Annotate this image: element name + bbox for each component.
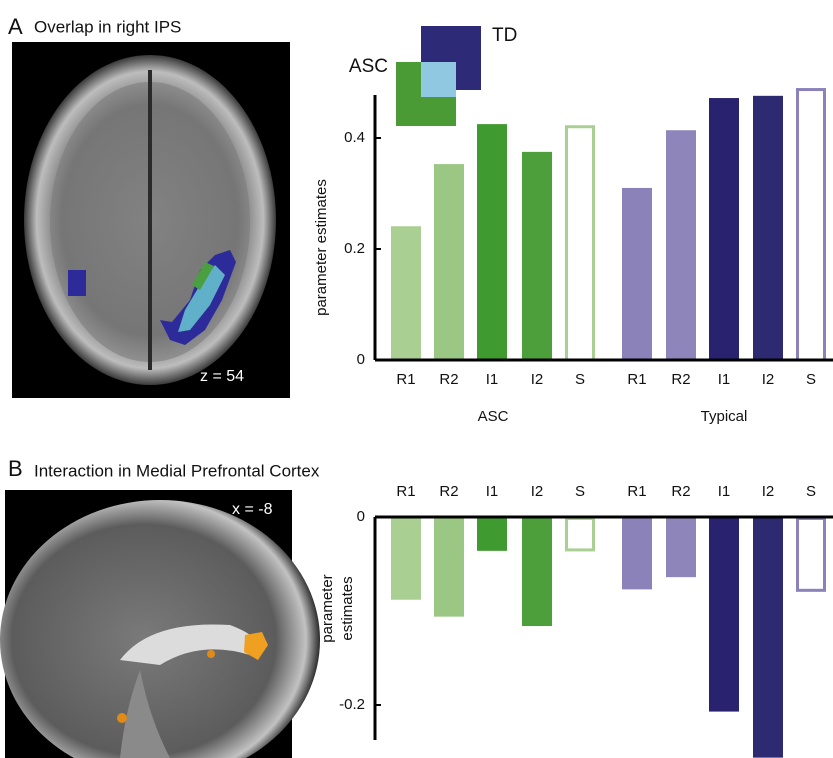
y-axis-label: estimates bbox=[339, 576, 356, 640]
bar bbox=[709, 98, 739, 360]
bar bbox=[522, 152, 552, 360]
x-tick-label: I2 bbox=[531, 371, 544, 388]
bar bbox=[798, 519, 825, 591]
x-tick-label: S bbox=[575, 371, 585, 388]
x-tick-label: S bbox=[806, 483, 816, 500]
panel-label: B bbox=[8, 456, 23, 481]
x-tick-label: R2 bbox=[671, 371, 690, 388]
y-axis-label: parameter estimates bbox=[313, 179, 330, 316]
bar bbox=[567, 519, 594, 550]
bar bbox=[622, 188, 652, 360]
bar bbox=[391, 517, 421, 600]
x-tick-label: I1 bbox=[486, 483, 499, 500]
brain-image-axial: z = 54 bbox=[12, 42, 290, 398]
bar bbox=[477, 517, 507, 551]
x-tick-label: R2 bbox=[439, 371, 458, 388]
x-tick-label: R2 bbox=[671, 483, 690, 500]
x-tick-label: S bbox=[575, 483, 585, 500]
bar bbox=[709, 517, 739, 712]
bar bbox=[522, 517, 552, 626]
slice-label: z = 54 bbox=[200, 368, 244, 385]
legend-label: ASC bbox=[349, 56, 388, 77]
bar bbox=[477, 124, 507, 360]
y-tick-label: 0 bbox=[357, 508, 365, 525]
figure: A Overlap in right IPS z = 54 B Interact… bbox=[0, 0, 833, 758]
x-tick-label: R1 bbox=[396, 371, 415, 388]
bar bbox=[391, 226, 421, 360]
bar bbox=[753, 96, 783, 360]
x-tick-label: R1 bbox=[627, 483, 646, 500]
x-tick-label: I2 bbox=[762, 483, 775, 500]
x-tick-label: R1 bbox=[627, 371, 646, 388]
panel-title: Overlap in right IPS bbox=[34, 17, 181, 36]
bar bbox=[434, 517, 464, 617]
x-tick-label: I2 bbox=[762, 371, 775, 388]
y-tick-label: 0 bbox=[357, 351, 365, 368]
bar bbox=[753, 517, 783, 758]
x-tick-label: I1 bbox=[486, 371, 499, 388]
bar bbox=[567, 127, 594, 360]
y-tick-label: -0.2 bbox=[339, 696, 365, 713]
y-tick-label: 0.2 bbox=[344, 240, 365, 257]
legend-label: TD bbox=[492, 25, 517, 46]
bar bbox=[434, 164, 464, 360]
bar bbox=[666, 130, 696, 360]
legend-overlap bbox=[421, 62, 456, 97]
bar bbox=[666, 517, 696, 577]
x-tick-label: R1 bbox=[396, 483, 415, 500]
x-tick-label: I1 bbox=[718, 483, 731, 500]
slice-label: x = -8 bbox=[232, 501, 273, 518]
y-tick-label: 0.4 bbox=[344, 129, 365, 146]
x-tick-label: I1 bbox=[718, 371, 731, 388]
x-tick-label: I2 bbox=[531, 483, 544, 500]
brain-image-sagittal: x = -8 bbox=[0, 490, 320, 758]
group-label: ASC bbox=[478, 408, 509, 425]
panel-title: Interaction in Medial Prefrontal Cortex bbox=[34, 461, 320, 480]
y-axis-label: parameter bbox=[319, 574, 336, 642]
bar bbox=[798, 90, 825, 360]
bar bbox=[622, 517, 652, 589]
panel-label: A bbox=[8, 14, 23, 39]
x-tick-label: S bbox=[806, 371, 816, 388]
group-label: Typical bbox=[701, 408, 748, 425]
x-tick-label: R2 bbox=[439, 483, 458, 500]
